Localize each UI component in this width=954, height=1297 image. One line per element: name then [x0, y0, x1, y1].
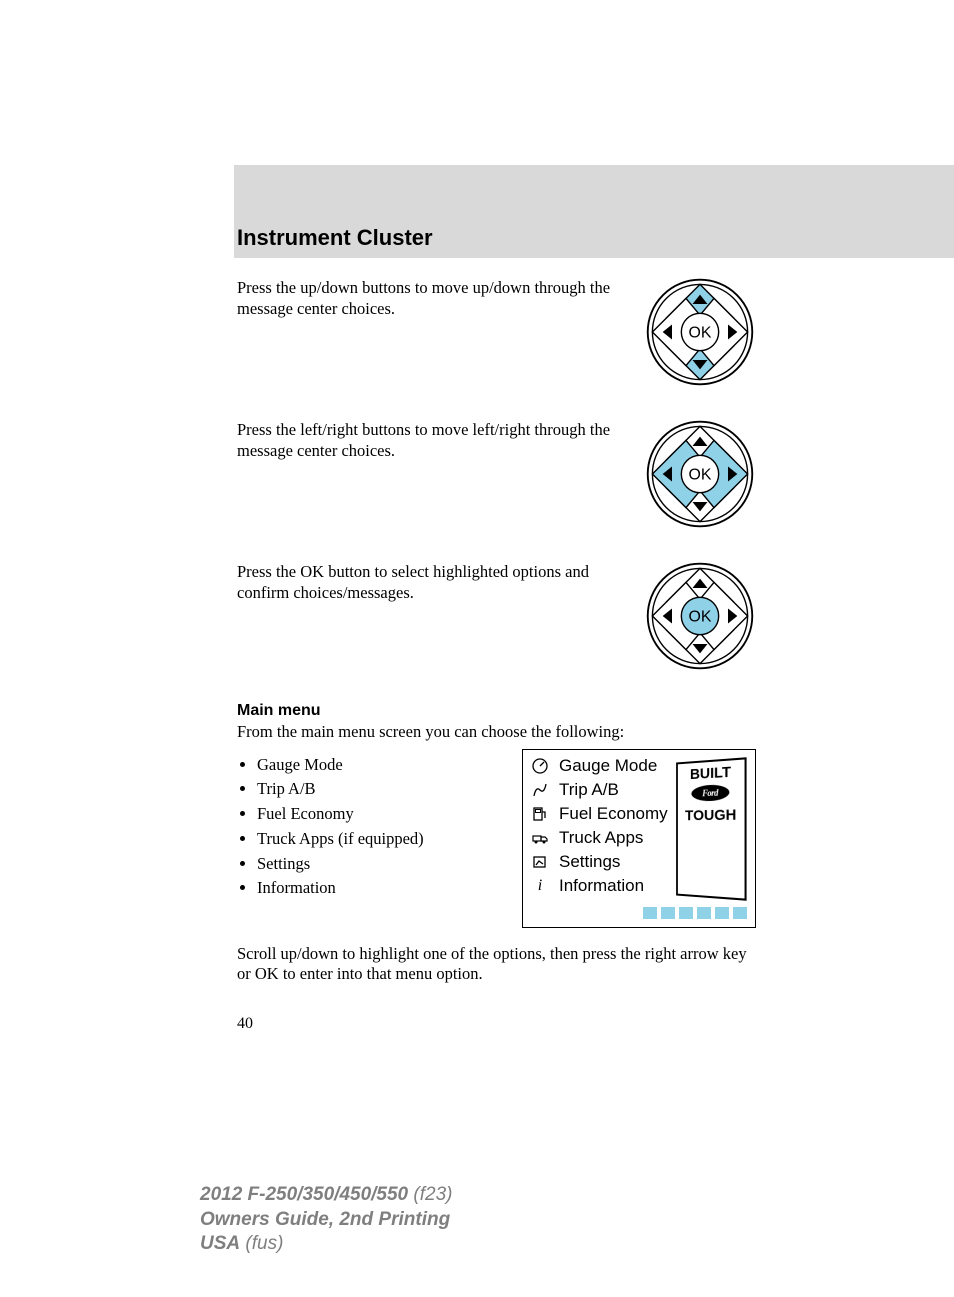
menu-item-label: Fuel Economy — [559, 804, 668, 824]
footer-region-code: (fus) — [245, 1233, 283, 1254]
list-item: Truck Apps (if equipped) — [257, 827, 502, 852]
menu-item-label: Truck Apps — [559, 828, 643, 848]
list-item: Fuel Economy — [257, 802, 502, 827]
instruction-text: Press the up/down buttons to move up/dow… — [237, 276, 624, 319]
menu-item-label: Gauge Mode — [559, 756, 657, 776]
progress-indicator — [531, 906, 747, 924]
list-item: Information — [257, 876, 502, 901]
main-menu-heading: Main menu — [237, 702, 756, 720]
instruction-text: Press the left/right buttons to move lef… — [237, 418, 624, 461]
list-item: Trip A/B — [257, 777, 502, 802]
menu-display-item: Truck Apps — [531, 826, 673, 850]
footer-region: USA — [200, 1233, 240, 1254]
menu-display-panel: Gauge Mode Trip A/B Fuel Economy Truck A… — [522, 749, 756, 928]
svg-text:OK: OK — [689, 609, 712, 626]
info-icon: i — [531, 877, 549, 895]
built-tough-badge: BUILT Ford TOUGH — [676, 757, 746, 900]
main-menu-row: Gauge Mode Trip A/B Fuel Economy Truck A… — [237, 749, 756, 928]
svg-text:OK: OK — [689, 325, 712, 342]
svg-text:Ford: Ford — [701, 786, 719, 797]
menu-display-item: Trip A/B — [531, 778, 673, 802]
page-number: 40 — [237, 1015, 756, 1033]
menu-item-label: Information — [559, 876, 644, 896]
dpad-diagram-updown: OK — [644, 276, 756, 388]
menu-display-item: Settings — [531, 850, 673, 874]
document-footer: 2012 F-250/350/450/550 (f23) Owners Guid… — [0, 1093, 954, 1297]
trip-icon — [531, 781, 549, 799]
ford-logo: Ford — [678, 781, 745, 806]
footer-model: 2012 F-250/350/450/550 — [200, 1184, 408, 1205]
built-tough-top: BUILT — [690, 763, 731, 782]
svg-text:OK: OK — [689, 467, 712, 484]
closing-paragraph: Scroll up/down to highlight one of the o… — [237, 944, 756, 985]
document-page: Instrument Cluster Press the up/down but… — [0, 0, 954, 1093]
menu-display-item: Fuel Economy — [531, 802, 673, 826]
truck-icon — [531, 829, 549, 847]
menu-display-item: i Information — [531, 874, 673, 898]
menu-bullet-list: Gauge Mode Trip A/B Fuel Economy Truck A… — [237, 753, 502, 902]
gauge-icon — [531, 757, 549, 775]
menu-display-item: Gauge Mode — [531, 754, 673, 778]
dpad-diagram-ok: OK — [644, 560, 756, 672]
list-item: Settings — [257, 852, 502, 877]
footer-guide: Owners Guide, 2nd Printing — [200, 1209, 450, 1230]
instruction-row: Press the OK button to select highlighte… — [237, 560, 756, 672]
menu-item-label: Trip A/B — [559, 780, 619, 800]
title-banner: Instrument Cluster — [234, 165, 954, 258]
menu-item-label: Settings — [559, 852, 620, 872]
footer-code: (f23) — [413, 1184, 452, 1205]
built-tough-bottom: TOUGH — [685, 806, 736, 824]
list-item: Gauge Mode — [257, 753, 502, 778]
section-title: Instrument Cluster — [237, 225, 954, 251]
main-menu-intro: From the main menu screen you can choose… — [237, 722, 756, 743]
settings-icon — [531, 853, 549, 871]
dpad-diagram-leftright: OK — [644, 418, 756, 530]
instruction-row: Press the left/right buttons to move lef… — [237, 418, 756, 530]
instruction-text: Press the OK button to select highlighte… — [237, 560, 624, 603]
fuel-icon — [531, 805, 549, 823]
instruction-row: Press the up/down buttons to move up/dow… — [237, 276, 756, 388]
